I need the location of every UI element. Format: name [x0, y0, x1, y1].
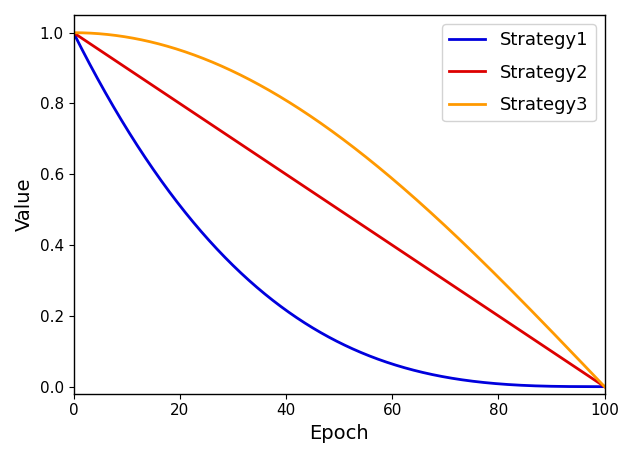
Strategy2: [434, 273, 442, 278]
Strategy1: [484, 380, 491, 386]
Legend: Strategy1, Strategy2, Strategy3: Strategy1, Strategy2, Strategy3: [442, 24, 595, 121]
Strategy3: [493, 273, 501, 279]
Strategy2: [124, 66, 131, 71]
X-axis label: Epoch: Epoch: [309, 424, 369, 443]
Strategy3: [285, 99, 292, 104]
Line: Strategy1: Strategy1: [74, 33, 605, 387]
Strategy3: [304, 111, 311, 117]
Strategy1: [70, 30, 77, 35]
Strategy1: [304, 322, 311, 327]
Strategy2: [484, 306, 491, 311]
Strategy2: [601, 384, 609, 389]
Y-axis label: Value: Value: [15, 178, 34, 231]
Strategy3: [434, 217, 442, 222]
Strategy2: [493, 312, 501, 318]
Line: Strategy2: Strategy2: [74, 33, 605, 387]
Strategy2: [70, 30, 77, 35]
Strategy2: [304, 186, 311, 191]
Strategy1: [493, 381, 501, 387]
Strategy3: [484, 264, 491, 269]
Strategy1: [434, 373, 442, 378]
Strategy1: [601, 384, 609, 389]
Line: Strategy3: Strategy3: [74, 33, 605, 387]
Strategy3: [601, 384, 609, 389]
Strategy3: [70, 30, 77, 35]
Strategy1: [285, 309, 292, 315]
Strategy3: [124, 34, 131, 40]
Strategy2: [285, 173, 292, 179]
Strategy1: [124, 128, 131, 133]
